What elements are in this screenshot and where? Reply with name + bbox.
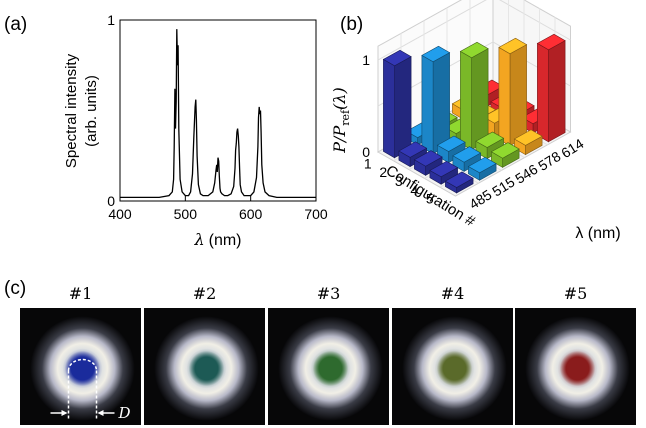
z-tick-label: 0 (362, 144, 370, 160)
x-tick-label: 400 (108, 206, 132, 222)
panel-c-label: (c) (4, 278, 26, 299)
configuration-tick-label: 3 (395, 173, 403, 189)
bar-config-4-wl-578 (498, 37, 528, 147)
image-label: #4 (441, 284, 465, 303)
plot-a-frame (119, 19, 317, 202)
bar-config-5-wl-546 (490, 142, 520, 168)
image-label: #1 (69, 284, 93, 303)
configuration-tick-label: 4 (410, 182, 418, 198)
x-tick-label: 700 (304, 206, 328, 222)
bar-config-4-wl-485 (429, 160, 459, 185)
beam-image-1 (20, 308, 141, 425)
wavelength-tick-label: 578 (535, 148, 563, 174)
x-tick-label: 500 (174, 206, 198, 222)
y-tick-label: 1 (107, 12, 115, 28)
bar-config-5-wl-485 (444, 171, 474, 194)
image-label: #2 (193, 284, 217, 303)
wavelength-axis-label: λ (nm) (575, 225, 620, 242)
x-axis-unit: (nm) (209, 232, 242, 249)
z-axis-label: P/Pref(λ) (330, 87, 352, 153)
x-tick-label: 600 (239, 206, 263, 222)
z-tick-label: 1 (362, 52, 370, 68)
panel-a-label: (a) (4, 14, 27, 35)
configuration-tick-label: 1 (364, 155, 372, 171)
panel-b-label: (b) (340, 14, 363, 35)
spectrum-plot: 400 500 600 700 0 1 Spectral intensity (arb.… (63, 12, 328, 249)
diameter-annotation: D (50, 358, 131, 422)
wavelength-tick-label: 515 (489, 173, 517, 199)
bar-config-3-wl-515 (436, 135, 466, 164)
wall-gridline (377, 0, 571, 61)
configuration-tick-label: 5 (426, 191, 434, 207)
bar-config-5-wl-614 (536, 33, 566, 143)
wavelength-tick-label: 546 (512, 161, 540, 187)
beam-image-4 (392, 308, 513, 425)
wavelength-tick-label: 614 (558, 135, 586, 161)
diameter-label: D (118, 404, 131, 422)
bar-config-3-wl-546 (459, 41, 489, 151)
beam-image-2 (144, 308, 265, 425)
bar-config-5-wl-515 (467, 156, 497, 181)
x-axis-symbol: λ (193, 230, 204, 249)
bar-config-2-wl-515 (421, 45, 451, 155)
bar-config-3-wl-485 (413, 150, 443, 176)
beam-image-3 (268, 308, 389, 425)
beam-image-5 (515, 308, 636, 425)
image-label: #5 (564, 284, 588, 303)
wavelength-tick-label: 485 (466, 186, 494, 212)
x-axis-label: λ (nm) (193, 230, 241, 249)
y-axis-label: Spectral intensity (63, 53, 80, 168)
bar-config-1-wl-485 (382, 49, 412, 159)
image-label: #3 (317, 284, 341, 303)
spectrum-line (120, 29, 316, 199)
configuration-tick-label: 2 (379, 164, 387, 180)
y-axis-label-units: (arb. units) (83, 75, 100, 147)
bar-config-5-wl-578 (513, 129, 543, 156)
y-tick-label: 0 (107, 193, 115, 209)
